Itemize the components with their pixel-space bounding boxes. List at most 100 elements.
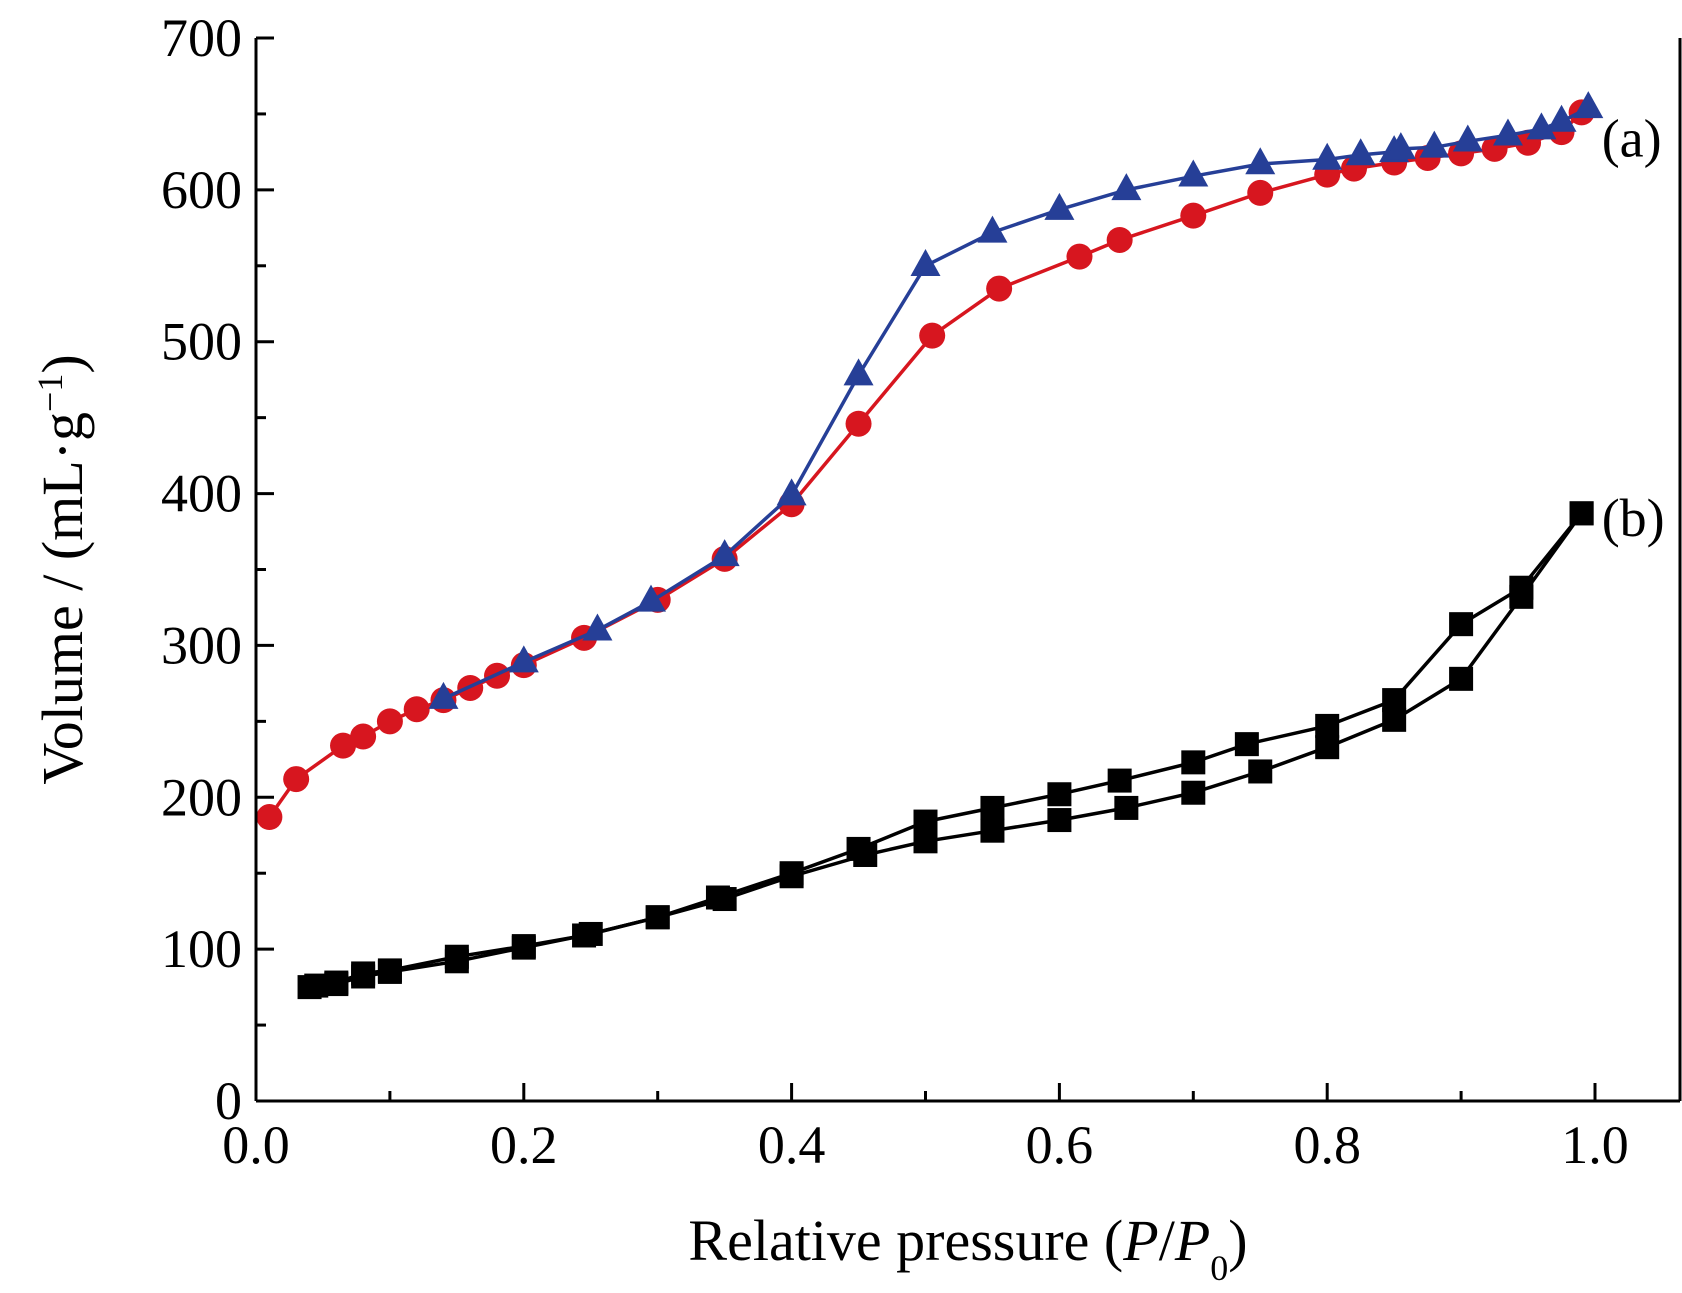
annotations-layer: (a) (b) [1602, 108, 1665, 548]
series-a-desorption [428, 91, 1604, 709]
data-point [1180, 202, 1207, 229]
series-annotation: (a) [1602, 108, 1662, 168]
data-point [1066, 243, 1093, 270]
data-point [283, 766, 310, 793]
axes-layer: 0 100 200 300 400 500 600 700 0.0 0.2 0.4 0.6 0.8 1.0 [161, 8, 1682, 1175]
data-point [1106, 226, 1133, 253]
series-b-desorption [304, 501, 1594, 998]
data-point [511, 934, 536, 959]
data-point [403, 696, 430, 723]
data-point [256, 804, 283, 831]
y-tick-label: 300 [161, 615, 242, 675]
data-point [1245, 147, 1276, 175]
x-axis-label-p: P [1122, 1208, 1158, 1273]
data-point [324, 970, 349, 995]
data-point [1452, 124, 1483, 152]
series-annotation: (b) [1602, 488, 1665, 548]
data-point [1234, 732, 1259, 757]
x-tick-label: 0.6 [1026, 1115, 1094, 1175]
x-axis-label-sub: 0 [1210, 1248, 1228, 1288]
data-point [1047, 808, 1072, 833]
data-point [1178, 159, 1209, 187]
data-point [845, 410, 872, 437]
series-layer [256, 91, 1604, 1000]
data-point [1181, 780, 1206, 805]
data-point [776, 478, 807, 506]
data-point [1315, 713, 1340, 738]
x-tick-label: 0.0 [222, 1115, 290, 1175]
data-point [1509, 575, 1534, 600]
data-point [1546, 104, 1577, 132]
data-point [444, 944, 469, 969]
y-tick-label: 500 [161, 312, 242, 372]
data-point [709, 539, 740, 567]
data-point [1111, 173, 1142, 201]
data-point [376, 708, 403, 735]
series-line-b-desorption [316, 512, 1583, 988]
data-point [1181, 750, 1206, 775]
y-tick-label: 200 [161, 767, 242, 827]
data-point [1044, 192, 1075, 220]
data-point [582, 613, 613, 641]
data-point [1315, 735, 1340, 760]
data-point [350, 723, 377, 750]
data-point [1569, 501, 1594, 526]
data-point [1312, 142, 1343, 170]
data-point [980, 818, 1005, 843]
data-point [508, 645, 539, 673]
y-tick-label: 100 [161, 919, 242, 979]
x-tick-label: 1.0 [1561, 1115, 1629, 1175]
data-point [910, 249, 941, 277]
data-point [843, 358, 874, 386]
data-point [572, 923, 597, 948]
data-point [1382, 688, 1407, 713]
x-tick-label: 0.8 [1293, 1115, 1361, 1175]
data-point [428, 681, 459, 709]
data-point [977, 215, 1008, 243]
data-point [705, 885, 730, 910]
data-point [377, 958, 402, 983]
data-point [1385, 132, 1416, 160]
data-point [1114, 795, 1139, 820]
data-point [645, 905, 670, 930]
data-point [1107, 768, 1132, 793]
data-point [636, 584, 667, 612]
x-tick-label: 0.4 [758, 1115, 826, 1175]
data-point [919, 322, 946, 349]
y-tick-label: 700 [161, 8, 242, 68]
data-point [351, 961, 376, 986]
data-point [1345, 138, 1376, 166]
data-point [1047, 782, 1072, 807]
data-point [304, 973, 329, 998]
y-axis-label-sup: −1 [30, 374, 70, 412]
x-axis-label: Relative pressure (P/P0) [688, 1208, 1247, 1288]
data-point [1419, 130, 1450, 158]
data-point [913, 809, 938, 834]
x-axis-label-p0: P [1174, 1208, 1210, 1273]
y-axis-label-main: Volume / (mL·g [30, 412, 95, 785]
y-tick-label: 0 [215, 1071, 242, 1131]
data-point [1526, 112, 1557, 140]
data-point [1449, 666, 1474, 691]
data-point [1449, 612, 1474, 637]
y-axis-label: Volume / (mL·g−1) [30, 354, 95, 784]
x-axis-label-slash: / [1159, 1208, 1176, 1273]
data-point [779, 861, 804, 886]
data-point [980, 795, 1005, 820]
data-point [330, 732, 357, 759]
y-axis-label-close: ) [30, 354, 95, 373]
data-point [1248, 759, 1273, 784]
data-point [986, 275, 1013, 302]
data-point [1247, 179, 1274, 206]
y-tick-label: 400 [161, 464, 242, 524]
x-tick-label: 0.2 [490, 1115, 558, 1175]
x-axis-label-close: ) [1228, 1208, 1247, 1273]
data-point [1573, 91, 1604, 119]
data-point [1492, 118, 1523, 146]
y-tick-label: 600 [161, 160, 242, 220]
x-axis-label-main: Relative pressure ( [688, 1208, 1123, 1273]
data-point [846, 836, 871, 861]
